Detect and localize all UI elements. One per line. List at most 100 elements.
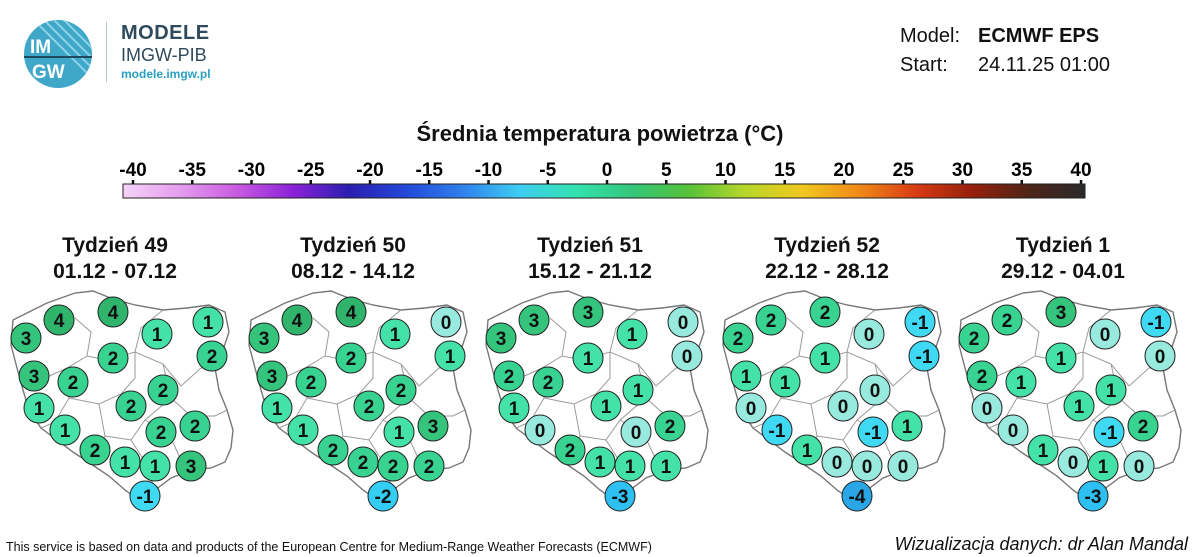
temperature-marker: 2	[1127, 410, 1159, 442]
temperature-circle	[317, 434, 349, 466]
brand-url-link[interactable]: modele.imgw.pl	[121, 67, 211, 81]
temperature-circle	[851, 450, 883, 482]
temperature-circle	[1089, 318, 1121, 350]
temperature-circle	[97, 296, 129, 328]
temperature-circle	[1127, 410, 1159, 442]
temperature-value: 2	[396, 381, 407, 402]
temperature-value: 1	[595, 453, 606, 474]
temperature-value: 1	[902, 417, 913, 438]
temperature-marker: 2	[532, 366, 564, 398]
temperature-value: 1	[390, 325, 401, 346]
temperature-circle	[857, 416, 889, 448]
colorbar-tick-label: 10	[715, 160, 736, 181]
temperature-marker: 0	[524, 414, 556, 446]
temperature-value: 0	[862, 457, 873, 478]
temperature-circle	[971, 392, 1003, 424]
temperature-marker: 3	[485, 322, 517, 354]
temperature-marker: -1	[761, 414, 793, 446]
temperature-marker: 0	[859, 374, 891, 406]
temperature-circle	[43, 304, 75, 336]
model-label: Model:	[900, 25, 961, 47]
temperature-circle	[1144, 340, 1176, 372]
voivodeship-border	[1082, 309, 1112, 353]
temperature-circle	[141, 318, 173, 350]
temperature-value: 0	[682, 347, 693, 368]
temperature-circle	[23, 392, 55, 424]
temperature-circle	[147, 374, 179, 406]
temperature-value: 2	[358, 453, 369, 474]
voivodeship-border	[306, 352, 374, 405]
temperature-marker: -1	[1093, 416, 1125, 448]
temperature-marker: 4	[97, 296, 129, 328]
temperature-value: 2	[328, 441, 339, 462]
temperature-value: 2	[424, 457, 435, 478]
temperature-circle	[79, 434, 111, 466]
temperature-circle	[1045, 342, 1077, 374]
temperature-value: 3	[583, 303, 594, 324]
temperature-marker: 0	[1123, 450, 1155, 482]
temperature-marker: 1	[498, 392, 530, 424]
week-title: Tydzień 49 01.12 - 07.12	[0, 233, 235, 285]
model-info: Model: ECMWF EPS Start: 24.11.25 01:00	[900, 22, 1110, 80]
temperature-marker: 0	[667, 306, 699, 338]
temperature-circle	[671, 340, 703, 372]
temperature-value: 0	[746, 399, 757, 420]
temperature-circle	[413, 450, 445, 482]
temperature-marker: 2	[353, 390, 385, 422]
colorbar-tick-label: 35	[1011, 160, 1033, 181]
temperature-circle	[614, 450, 646, 482]
temperature-marker: 0	[853, 318, 885, 350]
temperature-value: 1	[1056, 349, 1067, 370]
temperature-marker: 1	[584, 446, 616, 478]
temperature-value: 1	[120, 453, 131, 474]
imgw-logo: IM GW	[24, 20, 92, 88]
temperature-circle	[115, 390, 147, 422]
logo-text-bottom: GW	[32, 62, 65, 83]
temperature-value: 0	[1100, 325, 1111, 346]
temperature-value: 1	[445, 347, 456, 368]
temperature-circle	[57, 366, 89, 398]
week-title: Tydzień 50 08.12 - 14.12	[233, 233, 473, 285]
temperature-circle	[572, 342, 604, 374]
temperature-value: 2	[820, 303, 831, 324]
temperature-marker: 1	[891, 410, 923, 442]
temperature-circle	[966, 360, 998, 392]
temperature-marker: 2	[413, 450, 445, 482]
temperature-circle	[347, 446, 379, 478]
temperature-value: 2	[156, 423, 167, 444]
temperature-marker: 2	[147, 374, 179, 406]
temperature-marker: 4	[43, 304, 75, 336]
temperature-value: 1	[394, 423, 405, 444]
temperature-value: 2	[306, 373, 317, 394]
temperature-marker: 2	[991, 304, 1023, 336]
temperature-circle	[722, 322, 754, 354]
temperature-value: 1	[1098, 457, 1109, 478]
temperature-marker: 3	[572, 296, 604, 328]
temperature-marker: 0	[851, 450, 883, 482]
temperature-marker: 0	[827, 390, 859, 422]
temperature-value: 0	[1134, 457, 1145, 478]
temperature-circle	[49, 414, 81, 446]
temperature-marker: 4	[335, 296, 367, 328]
colorbar-tick-label: -5	[539, 160, 556, 181]
visualization-credit: Wizualizacja danych: dr Alan Mandal	[894, 534, 1188, 554]
temperature-circle	[622, 374, 654, 406]
colorbar-title: Średnia temperatura powietrza (°C)	[416, 121, 784, 146]
temperature-marker: 1	[590, 390, 622, 422]
temperature-circle	[904, 306, 936, 338]
temperature-marker: 3	[417, 410, 449, 442]
temperature-value: 3	[186, 457, 197, 478]
temperature-marker: 4	[281, 304, 313, 336]
week-number: Tydzień 51	[537, 234, 643, 257]
temperature-circle	[430, 306, 462, 338]
temperature-circle	[145, 416, 177, 448]
voivodeship-border	[134, 309, 164, 353]
temperature-marker: 1	[1045, 342, 1077, 374]
temperature-circle	[518, 304, 550, 336]
temperature-marker: 2	[958, 322, 990, 354]
temperature-value: 3	[29, 367, 40, 388]
week-number: Tydzień 52	[774, 234, 880, 257]
temperature-value: 3	[259, 329, 270, 350]
temperature-marker: 0	[620, 416, 652, 448]
